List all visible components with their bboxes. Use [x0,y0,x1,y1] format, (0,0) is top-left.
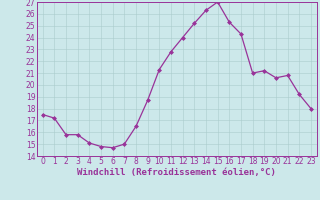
X-axis label: Windchill (Refroidissement éolien,°C): Windchill (Refroidissement éolien,°C) [77,168,276,177]
